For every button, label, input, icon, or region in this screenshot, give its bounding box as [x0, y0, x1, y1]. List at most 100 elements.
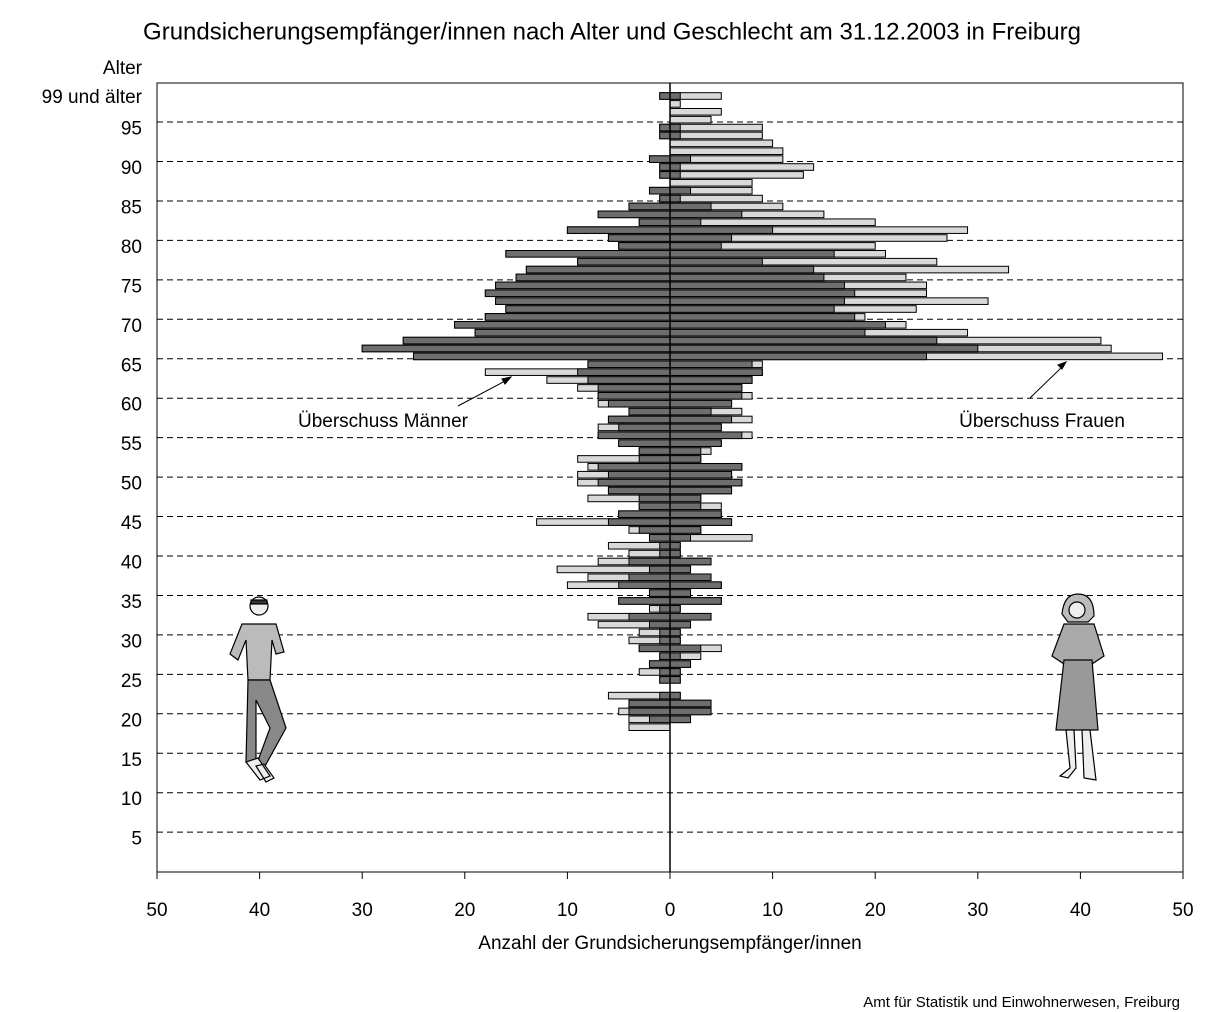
- common-right: [669, 612, 712, 621]
- common-left: [454, 321, 671, 329]
- man-figure: [229, 596, 287, 783]
- common-left: [659, 652, 671, 660]
- common-right: [669, 305, 835, 313]
- common-right: [669, 597, 722, 605]
- bars: [157, 92, 1183, 833]
- common-left: [638, 526, 671, 534]
- common-left: [659, 549, 671, 558]
- x-tick-label: 20: [454, 900, 475, 921]
- bar-right: [669, 123, 763, 132]
- annotation: Überschuss Männer: [298, 411, 469, 432]
- common-right: [669, 478, 743, 487]
- common-left: [474, 328, 671, 337]
- common-left: [587, 376, 671, 384]
- common-left: [648, 715, 671, 724]
- bar-right: [669, 163, 815, 171]
- common-right: [669, 691, 681, 700]
- common-right: [669, 171, 681, 179]
- common-left: [638, 502, 671, 511]
- common-left: [607, 518, 671, 526]
- common-right: [669, 455, 702, 463]
- common-left: [648, 186, 671, 195]
- common-right: [669, 676, 681, 684]
- common-left: [659, 605, 671, 613]
- common-right: [669, 715, 692, 724]
- common-right: [669, 194, 681, 203]
- common-left: [597, 384, 671, 392]
- common-right: [669, 407, 712, 416]
- common-right: [669, 415, 733, 424]
- common-left: [648, 620, 671, 629]
- y-tick-label: 60: [121, 395, 142, 416]
- common-right: [669, 581, 722, 589]
- common-right: [669, 218, 702, 227]
- arrows: [457, 361, 1068, 407]
- y-tick-label: 65: [121, 355, 142, 376]
- x-tick-label: 50: [1172, 900, 1193, 921]
- y-tick-label: 15: [121, 750, 142, 771]
- bar-right: [669, 107, 722, 116]
- common-right: [669, 541, 681, 550]
- common-right: [669, 526, 702, 534]
- source: Amt für Statistik und Einwohnerwesen, Fr…: [863, 994, 1180, 1011]
- annotation: Überschuss Frauen: [959, 411, 1125, 432]
- y-tick-label: 40: [121, 553, 142, 574]
- common-left: [505, 250, 671, 258]
- common-left: [577, 257, 671, 266]
- common-right: [669, 605, 681, 613]
- common-right: [669, 510, 722, 518]
- x-tick-label: 10: [762, 900, 783, 921]
- common-right: [669, 431, 743, 440]
- y-tick-label: 95: [121, 119, 142, 140]
- common-left: [659, 131, 671, 140]
- common-right: [669, 281, 845, 290]
- y-tick-label: 70: [121, 316, 142, 337]
- bar-right: [669, 147, 784, 156]
- common-left: [618, 581, 671, 589]
- common-right: [669, 423, 722, 432]
- common-right: [669, 534, 692, 542]
- common-right: [669, 360, 753, 369]
- common-right: [669, 636, 681, 645]
- common-left: [638, 644, 671, 653]
- common-left: [505, 305, 671, 313]
- common-right: [669, 186, 692, 195]
- common-left: [628, 612, 671, 621]
- common-left: [628, 407, 671, 416]
- x-tick-label: 0: [665, 900, 676, 921]
- common-right: [669, 376, 753, 384]
- common-right: [669, 155, 692, 163]
- x-tick-label: 50: [146, 900, 167, 921]
- y-tick-label: 99 und älter: [42, 87, 143, 108]
- common-left: [515, 273, 671, 282]
- common-right: [669, 384, 743, 392]
- common-left: [402, 336, 671, 345]
- common-left: [618, 242, 671, 250]
- y-axis-label: Alter: [103, 58, 143, 79]
- common-left: [628, 573, 671, 582]
- x-tick-label: 40: [1070, 900, 1091, 921]
- y-tick-label: 35: [121, 592, 142, 613]
- bar-right: [669, 100, 681, 108]
- common-right: [669, 573, 712, 582]
- common-left: [659, 676, 671, 684]
- common-left: [607, 234, 671, 242]
- common-right: [669, 392, 743, 400]
- y-tick-label: 55: [121, 434, 142, 455]
- common-right: [669, 660, 692, 668]
- common-right: [669, 92, 681, 100]
- x-tick-label: 30: [967, 900, 988, 921]
- common-left: [659, 171, 671, 179]
- common-right: [669, 297, 845, 305]
- y-tick-label: 50: [121, 474, 142, 495]
- x-tick-label: 10: [557, 900, 578, 921]
- common-right: [669, 210, 743, 219]
- y-tick-label: 90: [121, 158, 142, 179]
- common-left: [618, 597, 671, 605]
- common-left: [618, 510, 671, 518]
- common-left: [566, 226, 671, 234]
- common-left: [648, 660, 671, 668]
- common-right: [669, 273, 825, 282]
- common-left: [597, 210, 671, 219]
